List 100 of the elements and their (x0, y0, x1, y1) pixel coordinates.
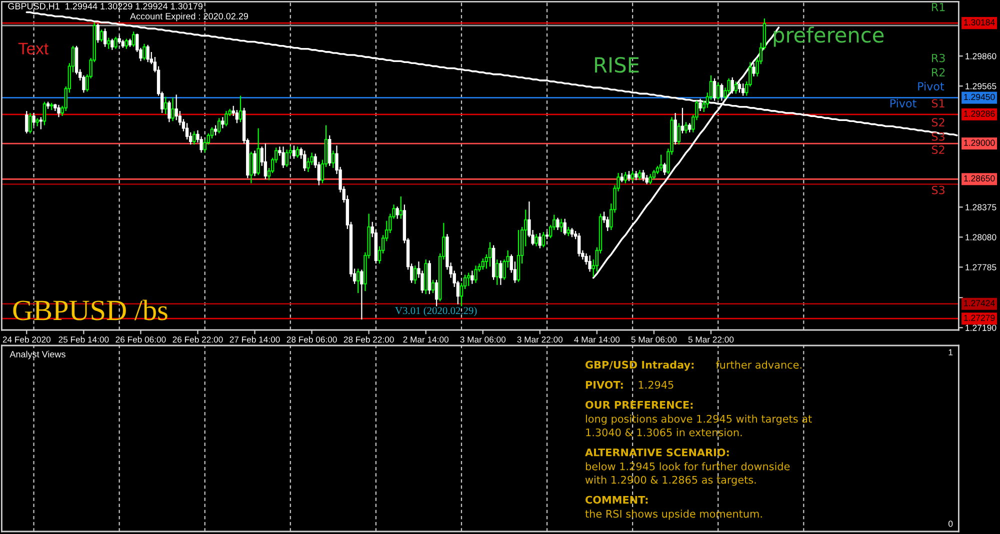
candlestick (752, 62, 756, 77)
candlestick (28, 112, 32, 134)
y-tick-label: 1.29860 (966, 53, 996, 60)
ref-line-label: 1.27279 (964, 314, 995, 321)
annotation: Account Expired : 2020.02.29 (130, 12, 248, 22)
annotation: preference (774, 26, 884, 47)
candlestick (563, 218, 566, 236)
text: 1 (948, 349, 953, 356)
candlestick (542, 231, 546, 248)
x-tick-label: 24 Feb 2020 (2, 336, 50, 343)
text: 1.3040 & 1.3065 in extension. (586, 428, 742, 436)
annotation: R1 (932, 2, 945, 12)
text: 1.2945 (638, 380, 674, 389)
candlestick (250, 151, 253, 184)
candlestick (538, 232, 542, 249)
candlestick (556, 217, 560, 231)
candlestick (674, 112, 677, 146)
candlestick (164, 96, 168, 115)
candlestick (734, 80, 738, 94)
candlestick (659, 154, 663, 172)
annotation: R2 (932, 68, 945, 76)
text: ALTERNATIVE SCENARIO: (585, 448, 729, 456)
x-tick-label: 4 Mar 14:00 (574, 336, 620, 343)
candlestick (431, 279, 435, 294)
candlestick (684, 122, 688, 134)
candlestick (730, 76, 734, 94)
candlestick (560, 218, 563, 233)
chart-title: GBPUSD,H1 1.29944 1.30229 1.29924 1.30179 (8, 3, 203, 10)
text: 0 (948, 520, 953, 527)
annotation: Pivot (890, 98, 916, 108)
ref-line-label: 1.29286 (964, 110, 995, 117)
candlestick (360, 269, 364, 320)
candlestick (638, 169, 642, 181)
candlestick (282, 146, 285, 168)
candlestick (171, 97, 174, 122)
candlestick (499, 260, 502, 286)
candlestick (399, 196, 402, 220)
candlestick (124, 38, 128, 50)
x-tick-label: 5 Mar 22:00 (688, 336, 734, 343)
candlestick (224, 110, 228, 127)
candlestick (174, 94, 178, 121)
x-tick-label: 28 Feb 06:00 (286, 336, 337, 343)
candlestick (42, 101, 46, 126)
candlestick (712, 78, 716, 102)
candlestick (652, 169, 656, 180)
candlestick (624, 171, 628, 184)
text: GBP/USD Intraday: (586, 360, 694, 371)
candlestick (100, 29, 104, 42)
x-tick-label: 2 Mar 14:00 (403, 336, 448, 343)
candlestick (214, 124, 218, 136)
x-tick-label: 5 Mar 06:00 (631, 336, 677, 343)
candlestick (634, 170, 638, 181)
candlestick (168, 100, 171, 123)
candlestick (110, 38, 114, 50)
candlestick (396, 206, 399, 220)
annotation: GBPUSD /bs (13, 300, 168, 320)
candlestick (253, 150, 256, 177)
candlestick (414, 265, 417, 284)
candlestick (663, 162, 666, 176)
annotation: Pivot (918, 82, 944, 91)
annotation: Text (18, 42, 48, 54)
candlestick (192, 130, 196, 146)
x-tick-label: 3 Mar 22:00 (517, 336, 563, 343)
candlestick (534, 234, 538, 247)
y-tick-label: 1.28080 (966, 234, 996, 240)
candlestick (185, 122, 189, 140)
y-tick-label: 1.27190 (966, 324, 996, 331)
candlestick (39, 116, 42, 130)
x-tick-label: 26 Feb 22:00 (172, 336, 223, 343)
candlestick (332, 150, 335, 168)
candlestick (698, 98, 702, 112)
candlestick (285, 149, 288, 168)
y-tick-label: 1.29565 (966, 83, 996, 90)
annotation: RISE (595, 56, 639, 73)
candlestick (741, 82, 745, 96)
text: long positions above 1.2945 with targets at (586, 414, 812, 425)
x-tick-label: 27 Feb 14:00 (230, 336, 280, 343)
candlestick (488, 242, 492, 268)
x-tick-label: 28 Feb 22:00 (344, 336, 394, 343)
ref-line-label: 1.29000 (964, 140, 995, 146)
candlestick (467, 272, 470, 287)
text: with 1.2900 & 1.2865 as targets. (585, 476, 756, 486)
text: PIVOT: (586, 380, 623, 389)
candlestick (96, 22, 100, 44)
candlestick (103, 28, 107, 48)
ref-line-label: 1.29450 (964, 94, 995, 100)
candlestick (642, 169, 645, 182)
annotation: S2 (932, 146, 944, 154)
y-tick-label: 1.27785 (966, 264, 996, 270)
candlestick (434, 279, 438, 307)
candlestick (221, 116, 224, 129)
candlestick (620, 172, 624, 183)
candlestick (296, 146, 300, 158)
text: OUR PREFERENCE: (586, 400, 693, 409)
annotation: S2 (932, 118, 944, 127)
x-tick-label: 25 Feb 14:00 (58, 336, 109, 343)
candlestick (588, 254, 592, 272)
candlestick (566, 226, 570, 237)
candlestick (627, 170, 631, 182)
text: COMMENT: (586, 496, 648, 504)
